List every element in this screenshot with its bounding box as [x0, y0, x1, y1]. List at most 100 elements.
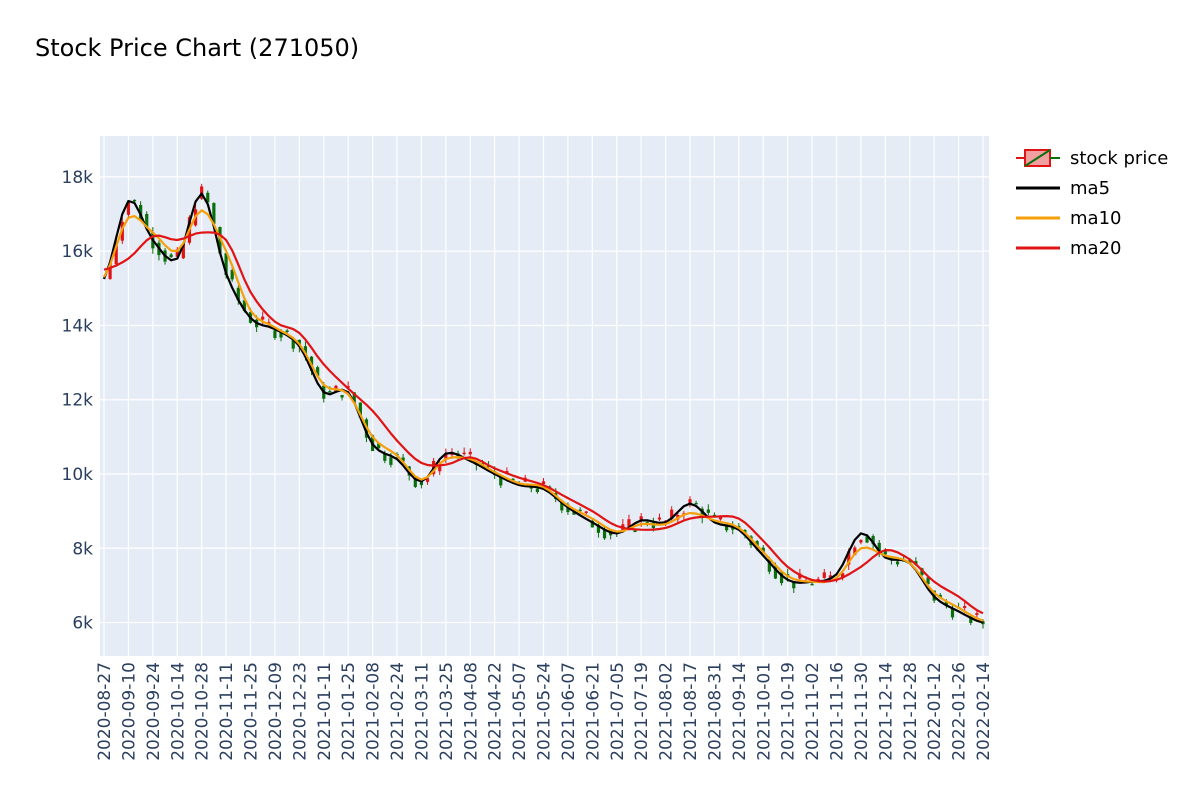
- candle-body: [236, 287, 240, 301]
- candle-body: [346, 386, 350, 388]
- candle-body: [950, 608, 955, 618]
- x-tick-label: 2021-07-19: [632, 662, 652, 761]
- candle-body: [859, 540, 863, 543]
- candle-body: [688, 499, 692, 505]
- candle-body: [181, 243, 185, 259]
- candle-body: [285, 330, 289, 332]
- x-tick-label: 2021-01-25: [339, 662, 359, 761]
- candle-body: [633, 530, 637, 533]
- x-tick-label: 2021-03-25: [437, 662, 457, 761]
- candle-body: [541, 481, 546, 485]
- candle-body: [444, 453, 448, 460]
- candle-body: [841, 573, 845, 578]
- y-tick-label: 18k: [62, 168, 94, 188]
- y-axis: 6k 8k 10k 12k 14k 16k 18k: [62, 168, 94, 634]
- moving-averages: [102, 192, 984, 624]
- candle-body: [230, 270, 234, 280]
- candle-body: [767, 559, 771, 572]
- candle-body: [969, 616, 973, 623]
- x-tick-label: 2020-10-14: [168, 662, 188, 761]
- candle-body: [627, 519, 631, 529]
- candle-body: [883, 550, 887, 555]
- candle-body: [639, 516, 643, 522]
- candle-body: [169, 254, 173, 258]
- candle-body: [596, 525, 601, 533]
- candle-body: [389, 457, 393, 465]
- candle-body: [535, 488, 539, 493]
- x-axis: 2020-08-27 2020-09-10 2020-09-24 2020-10-14…: [95, 662, 994, 761]
- candle-body: [267, 322, 271, 324]
- x-tick-label: 2022-01-12: [925, 662, 945, 761]
- candle-body: [865, 536, 869, 543]
- candle-body: [224, 253, 228, 276]
- candle-body: [584, 511, 588, 513]
- candle-body: [657, 517, 662, 520]
- legend-label: ma10: [1070, 208, 1121, 229]
- legend-label: ma5: [1070, 178, 1110, 199]
- candle-body: [206, 192, 210, 203]
- candle-body: [139, 204, 143, 220]
- candle-body: [700, 508, 704, 519]
- candle-body: [450, 453, 454, 456]
- candle-body: [670, 509, 674, 519]
- candle-body: [291, 338, 295, 349]
- legend-label: ma20: [1070, 238, 1121, 259]
- candle-body: [908, 560, 912, 564]
- y-tick-label: 8k: [72, 539, 93, 559]
- candle-body: [261, 316, 265, 320]
- candle-body: [511, 478, 515, 481]
- candle-body: [718, 517, 723, 520]
- candle-body: [126, 202, 131, 215]
- candle-body: [590, 520, 594, 528]
- ma20-line[interactable]: [103, 231, 984, 615]
- x-tick-label: 2020-12-09: [266, 662, 286, 761]
- candle-body: [944, 601, 948, 606]
- x-tick-label: 2021-05-07: [510, 662, 530, 761]
- x-tick-label: 2021-06-07: [559, 662, 579, 761]
- candle-body: [975, 613, 979, 615]
- y-tick-label: 14k: [62, 316, 94, 336]
- legend-item-ma20[interactable]: ma20: [1016, 238, 1121, 259]
- candle-body: [273, 330, 277, 338]
- candle-body: [779, 572, 784, 584]
- x-tick-label: 2021-04-08: [461, 662, 481, 761]
- candle-body: [578, 509, 582, 512]
- ma10-line[interactable]: [103, 209, 984, 622]
- candle-body: [938, 594, 942, 598]
- candle-body: [316, 367, 320, 376]
- plot-area[interactable]: [100, 136, 989, 656]
- x-tick-label: 2020-12-23: [290, 662, 310, 761]
- x-tick-label: 2020-08-27: [95, 662, 115, 761]
- candle-body: [694, 502, 698, 505]
- legend-item-ma5[interactable]: ma5: [1016, 178, 1110, 199]
- candle-body: [816, 578, 820, 581]
- candle-body: [529, 487, 533, 489]
- candle-body: [871, 535, 875, 545]
- x-tick-label: 2021-11-16: [828, 662, 848, 761]
- candle-body: [773, 566, 778, 579]
- candle-body: [145, 214, 149, 228]
- x-tick-label: 2021-10-01: [754, 662, 774, 761]
- candle-body: [114, 242, 118, 265]
- candle-body: [761, 547, 765, 553]
- candle-body: [706, 509, 710, 513]
- legend-item-ma10[interactable]: ma10: [1016, 208, 1121, 229]
- x-tick-label: 2021-12-28: [901, 662, 921, 761]
- x-tick-label: 2020-09-10: [119, 662, 139, 761]
- x-tick-label: 2021-02-24: [388, 662, 408, 761]
- x-tick-label: 2021-01-11: [315, 662, 335, 761]
- candle-body: [602, 529, 607, 539]
- candle-body: [731, 526, 735, 530]
- candle-body: [828, 575, 832, 580]
- x-tick-label: 2021-02-08: [364, 662, 384, 761]
- x-tick-label: 2021-04-22: [486, 662, 506, 761]
- candle-body: [895, 561, 900, 565]
- candle-body: [438, 466, 442, 472]
- y-tick-label: 6k: [72, 614, 93, 634]
- grid-lines: [100, 136, 989, 656]
- ma5-line[interactable]: [102, 192, 984, 624]
- x-tick-label: 2021-05-24: [535, 662, 555, 761]
- legend-item-stock-price[interactable]: stock price: [1016, 148, 1168, 169]
